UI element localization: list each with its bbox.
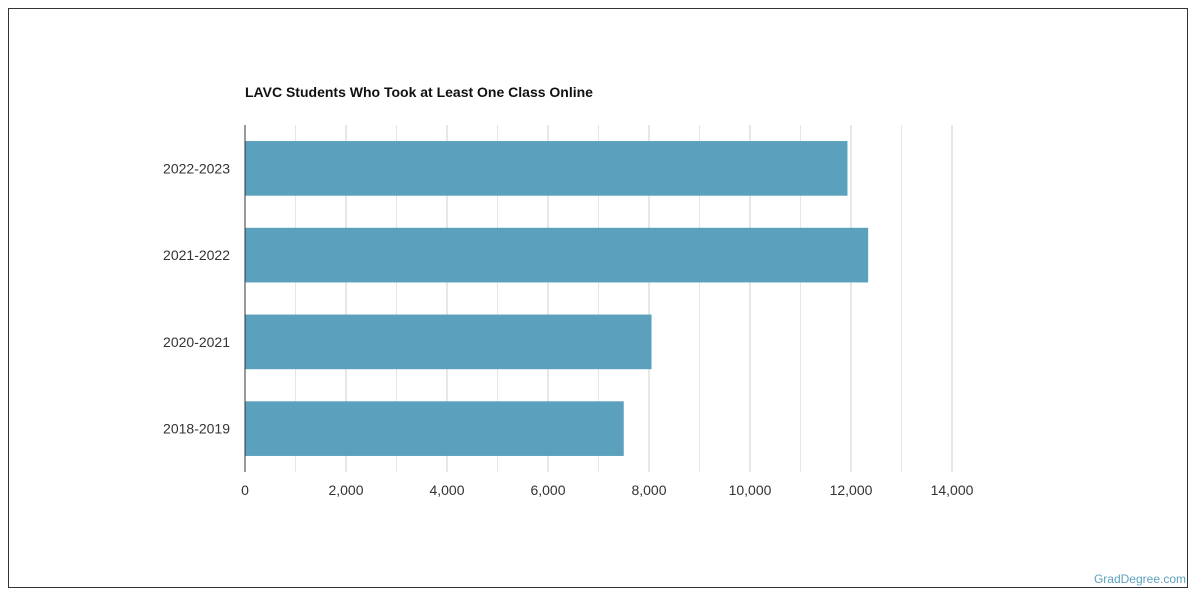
watermark-link[interactable]: GradDegree.com: [1093, 572, 1186, 586]
bar: [245, 141, 848, 196]
x-tick-label: 4,000: [429, 482, 464, 498]
chart-title: LAVC Students Who Took at Least One Clas…: [245, 84, 593, 100]
x-tick-label: 10,000: [729, 482, 772, 498]
bars: [245, 141, 869, 456]
x-tick-label: 6,000: [530, 482, 565, 498]
category-labels: 2022-2023 2021-2022 2020-2021 2018-2019: [163, 160, 230, 436]
x-tick-label: 0: [241, 482, 249, 498]
x-tick-label: 8,000: [631, 482, 666, 498]
x-tick-label: 12,000: [830, 482, 873, 498]
bar: [245, 401, 624, 456]
category-label: 2020-2021: [163, 334, 230, 350]
category-label: 2022-2023: [163, 160, 230, 176]
x-tick-label: 14,000: [931, 482, 974, 498]
category-label: 2018-2019: [163, 421, 230, 437]
x-tick-labels: 0 2,000 4,000 6,000 8,000 10,000 12,000 14,000: [241, 482, 974, 498]
bar: [245, 227, 869, 283]
bar: [245, 314, 652, 370]
category-label: 2021-2022: [163, 247, 230, 263]
x-tick-label: 2,000: [328, 482, 363, 498]
